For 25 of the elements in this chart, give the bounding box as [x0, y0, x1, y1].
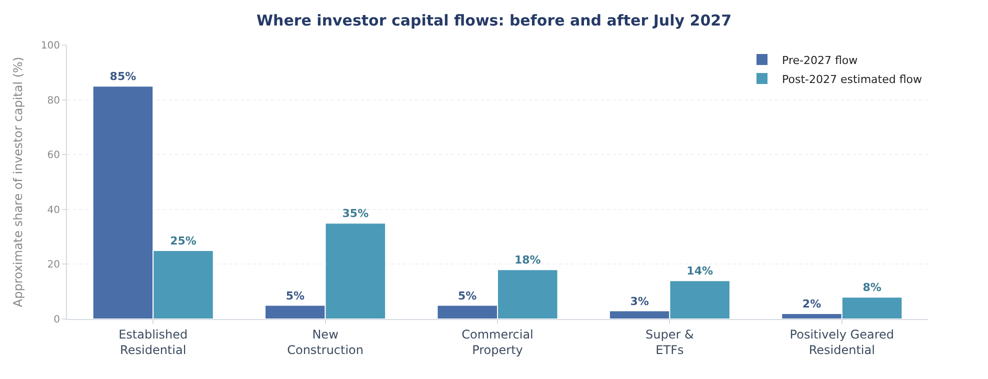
data-label: 5%	[286, 289, 305, 302]
legend-label: Pre-2027 flow	[782, 54, 858, 67]
data-label: 5%	[458, 289, 477, 302]
data-label: 3%	[630, 294, 649, 308]
x-tick-label: Commercial Property	[462, 327, 534, 357]
data-label: 18%	[514, 254, 541, 267]
data-label: 25%	[170, 234, 196, 248]
y-tick-label: 20	[47, 260, 60, 271]
y-tick-label: 40	[47, 204, 60, 216]
data-label: 35%	[342, 207, 369, 220]
x-tick-label: New Construction	[287, 327, 364, 357]
y-tick-label: 100	[40, 40, 60, 52]
y-tick-label: 80	[47, 95, 60, 106]
chart-title: Where investor capital flows: before and after July 2027	[256, 12, 732, 30]
x-tick-label: Established Residential	[118, 327, 188, 357]
y-tick-label: 60	[47, 150, 60, 162]
y-tick-label: 0	[54, 314, 60, 326]
data-label: 85%	[110, 70, 136, 84]
data-label: 8%	[862, 281, 882, 294]
x-tick-label: Positively Geared Residential	[790, 327, 894, 357]
data-label: 2%	[802, 298, 822, 311]
y-axis-title: Approximate share of investor capital (%)	[11, 56, 26, 308]
x-tick-label: Super & ETFs	[646, 327, 694, 357]
legend-label: Post-2027 estimated flow	[782, 72, 922, 86]
data-label: 14%	[686, 264, 714, 278]
